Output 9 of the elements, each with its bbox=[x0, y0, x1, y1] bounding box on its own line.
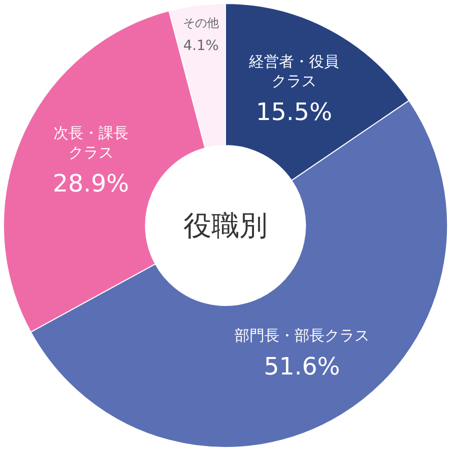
data-label: 15.5% bbox=[256, 98, 332, 126]
slice-label: その他 bbox=[183, 16, 219, 30]
slice-label: 経営者・役員クラス bbox=[248, 52, 339, 90]
data-label: 28.9% bbox=[52, 170, 130, 198]
data-label: 51.6% bbox=[264, 352, 340, 380]
data-label: 4.1% bbox=[183, 38, 219, 54]
text: 役職別 bbox=[184, 209, 268, 242]
slice-label: 次長・課長クラス bbox=[53, 124, 128, 162]
slice-label: 部門長・部長クラス bbox=[234, 326, 370, 344]
